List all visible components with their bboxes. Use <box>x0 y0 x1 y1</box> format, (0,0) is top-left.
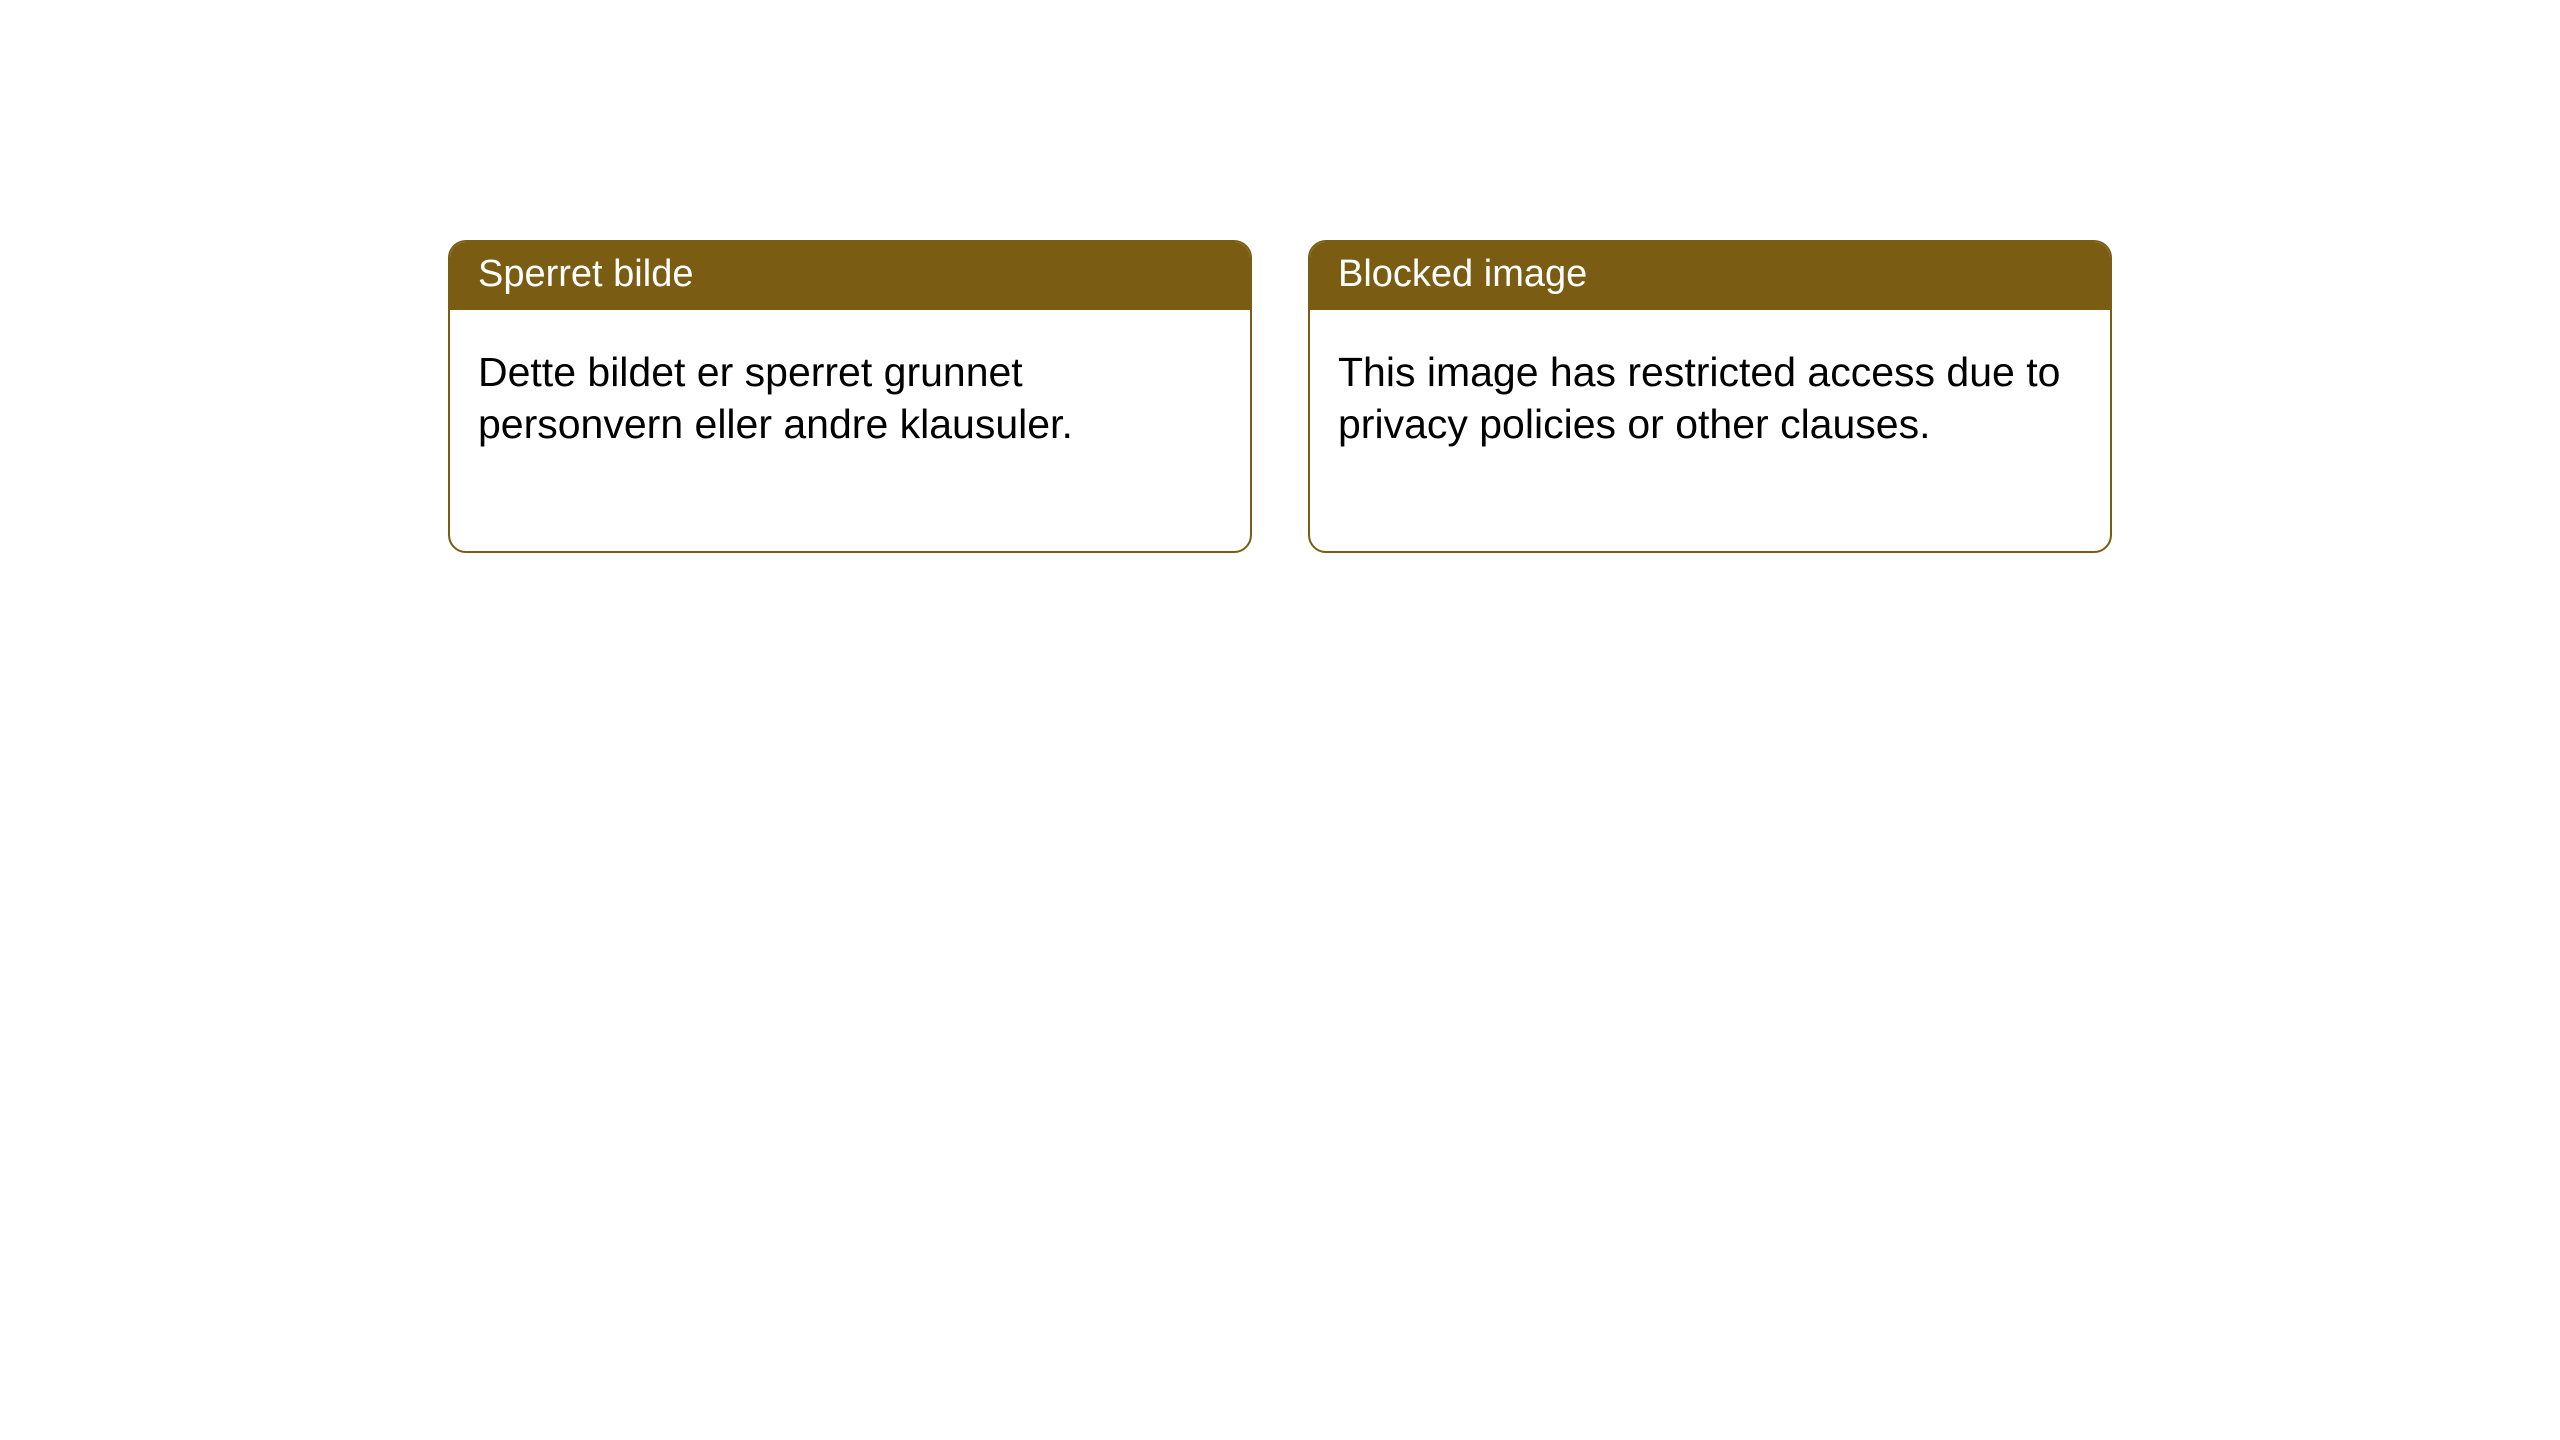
notice-card-norwegian: Sperret bilde Dette bildet er sperret gr… <box>448 240 1252 553</box>
notice-cards-container: Sperret bilde Dette bildet er sperret gr… <box>0 0 2560 553</box>
notice-card-english: Blocked image This image has restricted … <box>1308 240 2112 553</box>
card-body-text: This image has restricted access due to … <box>1310 310 2110 551</box>
card-title: Sperret bilde <box>450 242 1250 310</box>
card-title: Blocked image <box>1310 242 2110 310</box>
card-body-text: Dette bildet er sperret grunnet personve… <box>450 310 1250 551</box>
